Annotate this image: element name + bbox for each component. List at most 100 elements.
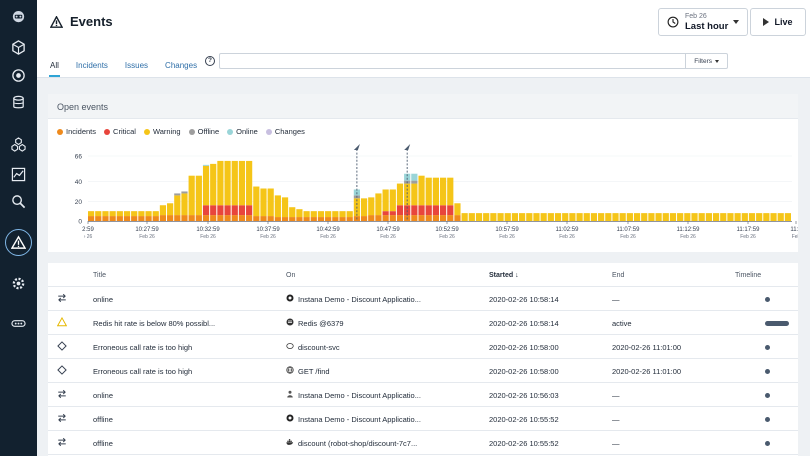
chart-icon[interactable] xyxy=(9,165,28,184)
x-tick-label: 10:32:59 xyxy=(196,227,220,233)
events-warning-icon[interactable] xyxy=(5,229,32,256)
col-on[interactable]: On xyxy=(286,272,296,279)
bar-warning xyxy=(440,177,447,206)
row-end: 2020-02-26 11:01:00 xyxy=(612,343,682,352)
legend-offline[interactable]: Offline xyxy=(188,127,219,136)
tab-issues[interactable]: Issues xyxy=(124,61,149,70)
x-tick-label: 10:57:59 xyxy=(495,227,519,233)
bar-incidents xyxy=(195,215,202,221)
tab-bar: All Incidents Issues Changes xyxy=(49,55,214,77)
bar-warning xyxy=(669,213,677,221)
table-row[interactable]: online Instana Demo - Discount Applicatio… xyxy=(48,287,798,311)
bar-warning xyxy=(145,211,152,217)
col-title[interactable]: Title xyxy=(93,272,106,279)
more-icon[interactable] xyxy=(9,314,28,333)
robot-icon[interactable] xyxy=(9,8,28,27)
help-icon[interactable]: ? xyxy=(205,56,215,66)
timeline-dot[interactable] xyxy=(765,369,770,374)
app-icon xyxy=(286,294,294,302)
search-icon[interactable] xyxy=(9,192,28,211)
row-on[interactable]: Redis @6379 xyxy=(298,319,344,328)
gear-circle-icon[interactable] xyxy=(9,66,28,85)
x-tick-label: 11:2 xyxy=(790,227,798,233)
x-tick-date: Feb 26 xyxy=(260,234,276,240)
tab-changes[interactable]: Changes xyxy=(165,61,198,70)
bar-warning xyxy=(174,195,181,216)
table-row[interactable]: Erroneous call rate is too high GET /find… xyxy=(48,359,798,383)
cube-icon[interactable] xyxy=(9,38,28,57)
settings-icon[interactable] xyxy=(9,274,28,293)
col-started[interactable]: Started ↓ xyxy=(489,272,519,279)
bar-warning xyxy=(691,213,698,221)
legend-online[interactable]: Online xyxy=(227,127,258,136)
bar-warning xyxy=(360,198,368,217)
bar-warning xyxy=(152,211,159,217)
legend-warning[interactable]: Warning xyxy=(143,127,181,136)
row-on[interactable]: GET /find xyxy=(298,367,330,376)
bar-critical xyxy=(246,205,253,216)
bar-critical xyxy=(447,205,454,216)
timeline-dot[interactable] xyxy=(765,345,770,350)
time-date: Feb 26 xyxy=(685,12,707,20)
bar-warning xyxy=(210,163,217,206)
table-row[interactable]: offline Instana Demo - Discount Applicati… xyxy=(48,407,798,431)
play-icon xyxy=(763,18,770,26)
bar-warning xyxy=(605,213,612,221)
live-label: Live xyxy=(774,17,793,27)
live-button[interactable]: Live xyxy=(750,8,806,36)
hexagon-cluster-icon[interactable] xyxy=(9,135,28,154)
legend-label: Incidents xyxy=(66,127,97,136)
timeline-dot[interactable] xyxy=(765,417,770,422)
bar-incidents xyxy=(368,215,375,221)
table-row[interactable]: offline discount (robot-shop/discount-7c7… xyxy=(48,431,798,455)
bar-warning xyxy=(712,213,720,221)
table-row[interactable]: online Instana Demo - Discount Applicatio… xyxy=(48,383,798,407)
time-range-picker[interactable]: Feb 26 Last hour xyxy=(658,8,748,36)
bar-incidents xyxy=(447,215,454,221)
bar-warning xyxy=(289,207,296,218)
docker-icon xyxy=(286,438,294,446)
bar-warning xyxy=(131,211,138,217)
bar-warning xyxy=(418,175,425,206)
table-row[interactable]: Redis hit rate is below 80% possibl... Re… xyxy=(48,311,798,335)
legend-critical[interactable]: Critical xyxy=(104,127,136,136)
row-on[interactable]: discount (robot-shop/discount-7c7... xyxy=(298,439,418,448)
timeline-dot[interactable] xyxy=(765,441,770,446)
bar-warning xyxy=(310,211,317,218)
tab-all[interactable]: All xyxy=(49,55,60,77)
legend-changes[interactable]: Changes xyxy=(265,127,305,136)
diamond-icon xyxy=(57,341,67,351)
y-tick-label: 0 xyxy=(78,219,82,226)
tab-incidents[interactable]: Incidents xyxy=(75,61,108,70)
bar-warning xyxy=(468,213,475,221)
bar-warning xyxy=(533,213,540,221)
search-input[interactable]: Filters xyxy=(219,53,728,69)
exchange-icon xyxy=(57,389,67,399)
bar-warning xyxy=(238,160,246,206)
timeline-dot[interactable] xyxy=(765,297,770,302)
row-title: Erroneous call rate is too high xyxy=(93,367,193,376)
row-on[interactable]: Instana Demo - Discount Applicatio... xyxy=(298,391,421,400)
bar-warning xyxy=(770,213,777,221)
row-on[interactable]: Instana Demo - Discount Applicatio... xyxy=(298,415,421,424)
bar-critical xyxy=(382,211,389,216)
bar-warning xyxy=(590,213,598,221)
timeline-bar[interactable] xyxy=(765,321,789,326)
chevron-down-icon xyxy=(715,59,719,63)
legend-incidents[interactable]: Incidents xyxy=(57,127,96,136)
filters-dropdown[interactable]: Filters xyxy=(685,54,727,68)
table-row[interactable]: Erroneous call rate is too high discount-… xyxy=(48,335,798,359)
database-icon[interactable] xyxy=(9,93,28,112)
bar-incidents xyxy=(217,215,224,221)
col-timeline[interactable]: Timeline xyxy=(735,272,762,279)
bar-warning xyxy=(547,213,554,221)
row-on[interactable]: Instana Demo - Discount Applicatio... xyxy=(298,295,421,304)
bar-critical xyxy=(217,205,224,216)
row-on[interactable]: discount-svc xyxy=(298,343,340,352)
bar-incidents xyxy=(396,215,404,221)
timeline-dot[interactable] xyxy=(765,393,770,398)
left-rail xyxy=(0,0,37,456)
col-end[interactable]: End xyxy=(612,272,625,279)
bar-critical xyxy=(231,205,238,216)
